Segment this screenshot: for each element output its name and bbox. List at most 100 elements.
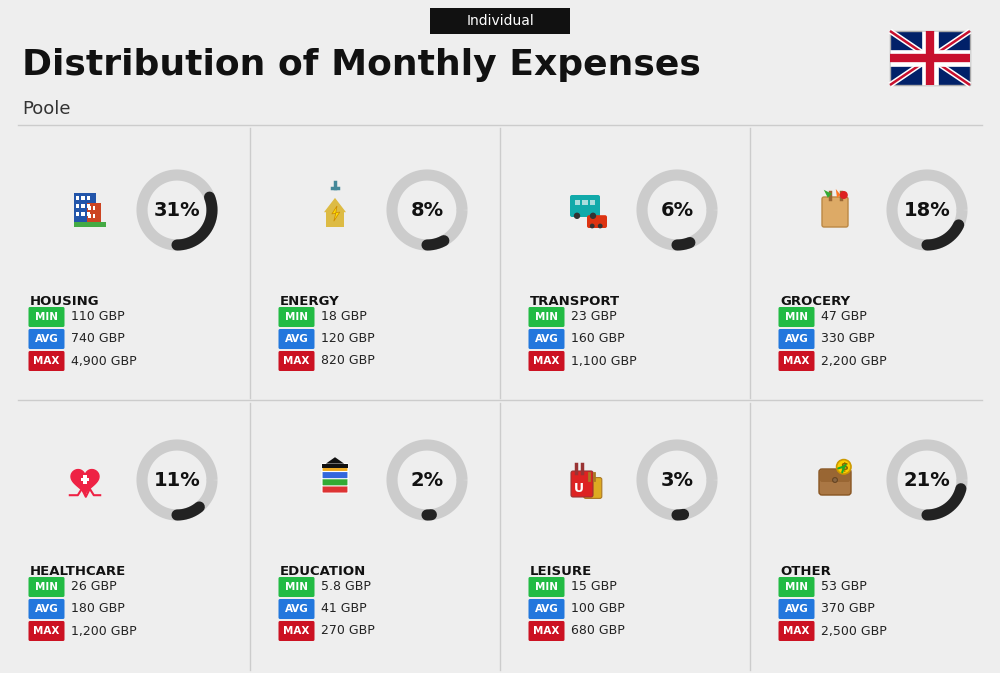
FancyBboxPatch shape [778, 329, 814, 349]
Text: 26 GBP: 26 GBP [71, 581, 117, 594]
FancyBboxPatch shape [571, 471, 593, 497]
Text: 2,500 GBP: 2,500 GBP [821, 625, 887, 637]
Text: MIN: MIN [35, 582, 58, 592]
Text: AVG: AVG [785, 334, 808, 344]
Text: Individual: Individual [466, 14, 534, 28]
Text: 1,100 GBP: 1,100 GBP [571, 355, 637, 367]
Text: MAX: MAX [33, 626, 60, 636]
Text: 820 GBP: 820 GBP [321, 355, 375, 367]
Text: MIN: MIN [285, 312, 308, 322]
Polygon shape [326, 457, 344, 464]
Polygon shape [824, 190, 832, 198]
Text: EDUCATION: EDUCATION [280, 565, 366, 578]
Text: 8%: 8% [410, 201, 444, 219]
FancyBboxPatch shape [322, 470, 348, 479]
Text: LEISURE: LEISURE [530, 565, 592, 578]
Text: OTHER: OTHER [780, 565, 831, 578]
FancyBboxPatch shape [528, 351, 564, 371]
FancyBboxPatch shape [584, 478, 602, 499]
FancyBboxPatch shape [28, 599, 64, 619]
Text: 4,900 GBP: 4,900 GBP [71, 355, 137, 367]
Bar [88, 206, 91, 209]
FancyBboxPatch shape [819, 469, 851, 495]
Text: 110 GBP: 110 GBP [71, 310, 125, 324]
FancyBboxPatch shape [528, 307, 564, 327]
FancyBboxPatch shape [28, 307, 64, 327]
Bar [322, 464, 348, 468]
Circle shape [840, 191, 848, 199]
Bar [582, 200, 588, 205]
Text: MAX: MAX [33, 356, 60, 366]
FancyBboxPatch shape [87, 203, 101, 227]
Text: $: $ [840, 462, 848, 472]
Text: 23 GBP: 23 GBP [571, 310, 617, 324]
Polygon shape [71, 470, 99, 495]
FancyBboxPatch shape [278, 621, 314, 641]
FancyBboxPatch shape [278, 599, 314, 619]
FancyBboxPatch shape [278, 351, 314, 371]
Text: AVG: AVG [785, 604, 808, 614]
Text: MAX: MAX [783, 356, 810, 366]
Text: 15 GBP: 15 GBP [571, 581, 617, 594]
Text: MIN: MIN [535, 582, 558, 592]
Text: 41 GBP: 41 GBP [321, 602, 367, 616]
Text: 270 GBP: 270 GBP [321, 625, 375, 637]
Circle shape [590, 213, 596, 219]
FancyBboxPatch shape [778, 307, 814, 327]
Text: GROCERY: GROCERY [780, 295, 850, 308]
FancyBboxPatch shape [778, 351, 814, 371]
Bar [93, 206, 95, 209]
Text: 11%: 11% [154, 470, 200, 489]
Circle shape [590, 223, 595, 228]
FancyBboxPatch shape [278, 577, 314, 597]
Text: AVG: AVG [285, 604, 308, 614]
FancyBboxPatch shape [28, 621, 64, 641]
FancyBboxPatch shape [778, 577, 814, 597]
Bar [74, 222, 106, 227]
Text: 680 GBP: 680 GBP [571, 625, 625, 637]
Circle shape [837, 460, 851, 474]
Circle shape [833, 478, 837, 483]
Text: MIN: MIN [785, 312, 808, 322]
FancyBboxPatch shape [528, 577, 564, 597]
Text: HOUSING: HOUSING [30, 295, 100, 308]
Text: 2,200 GBP: 2,200 GBP [821, 355, 887, 367]
Bar [93, 214, 95, 217]
Polygon shape [324, 198, 346, 212]
Text: 740 GBP: 740 GBP [71, 332, 125, 345]
Text: 120 GBP: 120 GBP [321, 332, 375, 345]
Bar [87, 212, 90, 216]
Bar [76, 212, 79, 216]
Bar [81, 204, 85, 208]
FancyBboxPatch shape [74, 193, 96, 227]
FancyBboxPatch shape [278, 329, 314, 349]
Bar [890, 31, 970, 85]
Text: 31%: 31% [154, 201, 200, 219]
Bar [88, 214, 91, 217]
Text: AVG: AVG [285, 334, 308, 344]
FancyBboxPatch shape [778, 621, 814, 641]
Text: Distribution of Monthly Expenses: Distribution of Monthly Expenses [22, 48, 701, 82]
Text: 100 GBP: 100 GBP [571, 602, 625, 616]
Text: 3%: 3% [660, 470, 694, 489]
Text: MAX: MAX [533, 626, 560, 636]
Bar [81, 212, 85, 216]
Text: AVG: AVG [535, 334, 558, 344]
FancyBboxPatch shape [528, 621, 564, 641]
FancyBboxPatch shape [278, 307, 314, 327]
Text: 21%: 21% [904, 470, 950, 489]
FancyBboxPatch shape [822, 197, 848, 227]
Text: MIN: MIN [785, 582, 808, 592]
Text: AVG: AVG [535, 604, 558, 614]
Text: 18 GBP: 18 GBP [321, 310, 367, 324]
Text: 370 GBP: 370 GBP [821, 602, 875, 616]
FancyBboxPatch shape [28, 577, 64, 597]
Text: MAX: MAX [533, 356, 560, 366]
FancyBboxPatch shape [430, 8, 570, 34]
Polygon shape [332, 206, 340, 221]
Circle shape [598, 223, 603, 228]
FancyBboxPatch shape [322, 478, 348, 486]
FancyBboxPatch shape [28, 329, 64, 349]
Text: MIN: MIN [285, 582, 308, 592]
FancyBboxPatch shape [820, 470, 850, 482]
